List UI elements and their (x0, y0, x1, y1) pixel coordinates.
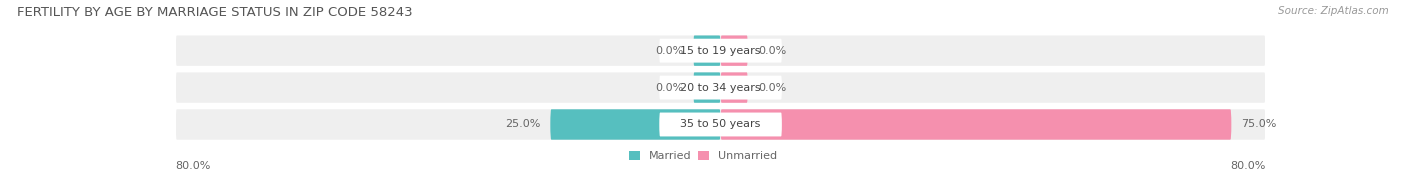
FancyBboxPatch shape (721, 109, 1232, 140)
Text: 0.0%: 0.0% (655, 46, 683, 56)
Text: 80.0%: 80.0% (176, 161, 211, 171)
FancyBboxPatch shape (693, 72, 721, 103)
FancyBboxPatch shape (721, 72, 748, 103)
FancyBboxPatch shape (693, 35, 721, 66)
FancyBboxPatch shape (721, 35, 748, 66)
FancyBboxPatch shape (176, 72, 1265, 103)
FancyBboxPatch shape (659, 113, 782, 136)
Text: 0.0%: 0.0% (758, 46, 786, 56)
Text: 35 to 50 years: 35 to 50 years (681, 120, 761, 130)
Text: 80.0%: 80.0% (1230, 161, 1265, 171)
Text: 0.0%: 0.0% (655, 83, 683, 93)
FancyBboxPatch shape (659, 39, 782, 63)
Text: FERTILITY BY AGE BY MARRIAGE STATUS IN ZIP CODE 58243: FERTILITY BY AGE BY MARRIAGE STATUS IN Z… (17, 6, 412, 19)
FancyBboxPatch shape (176, 109, 1265, 140)
Text: 75.0%: 75.0% (1241, 120, 1277, 130)
Text: 20 to 34 years: 20 to 34 years (681, 83, 761, 93)
Text: Source: ZipAtlas.com: Source: ZipAtlas.com (1278, 6, 1389, 16)
Text: 15 to 19 years: 15 to 19 years (681, 46, 761, 56)
Text: 25.0%: 25.0% (505, 120, 540, 130)
FancyBboxPatch shape (550, 109, 721, 140)
Legend: Married, Unmarried: Married, Unmarried (624, 146, 782, 166)
FancyBboxPatch shape (176, 35, 1265, 66)
Text: 0.0%: 0.0% (758, 83, 786, 93)
FancyBboxPatch shape (659, 76, 782, 100)
